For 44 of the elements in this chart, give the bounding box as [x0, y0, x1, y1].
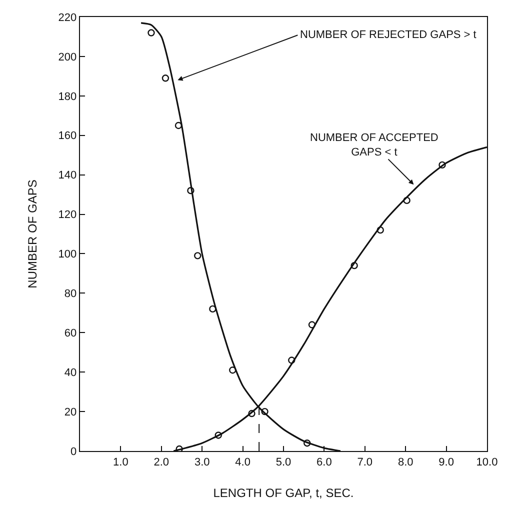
- point: [376, 226, 384, 234]
- x-tick-label: 8.0: [398, 456, 414, 468]
- annotation: NUMBER OF ACCEPTED GAPS < t: [310, 132, 438, 158]
- y-tick-label: 140: [58, 170, 77, 182]
- point: [162, 74, 170, 82]
- point: [174, 122, 182, 130]
- point: [304, 440, 311, 447]
- x-tick-label: 1.0: [113, 456, 128, 468]
- y-tick-label: 60: [64, 327, 77, 340]
- point: [209, 305, 216, 313]
- y-tick-label: 20: [64, 406, 77, 418]
- point: [248, 410, 256, 418]
- point: [288, 356, 296, 364]
- x-axis-title: LENGTH OF GAP, t, SEC.: [213, 486, 354, 500]
- point: [214, 432, 222, 439]
- x-tick-label: 4.0: [235, 456, 250, 468]
- x-tick-label: 3.0: [194, 456, 210, 468]
- point: [148, 29, 155, 36]
- x-tick-label: 2.0: [154, 456, 170, 468]
- y-axis-title: NUMBER OF GAPS: [26, 180, 40, 288]
- x-tick-label: 10.0: [476, 456, 498, 468]
- y-tick-label: 160: [58, 130, 77, 142]
- annotation: NUMBER OF REJECTED GAPS > t: [300, 29, 476, 41]
- y-tick-label: 100: [58, 248, 77, 261]
- point: [403, 196, 410, 204]
- y-tick-label: 120: [58, 209, 77, 222]
- y-tick-label: 0: [70, 446, 77, 458]
- y-tick-label: 40: [64, 366, 77, 379]
- point: [229, 366, 236, 374]
- point: [308, 321, 316, 328]
- point: [176, 445, 183, 451]
- point: [350, 262, 358, 270]
- y-tick-label: 200: [58, 51, 77, 64]
- x-tick-label: 7.0: [357, 456, 373, 468]
- point: [438, 161, 446, 169]
- y-tick-label: 220: [58, 12, 77, 24]
- x-tick-label: 6.0: [316, 456, 332, 468]
- point: [261, 408, 268, 416]
- point: [187, 187, 194, 194]
- y-tick-label: 180: [58, 90, 77, 103]
- point: [194, 252, 202, 260]
- x-tick-label: 5.0: [276, 456, 292, 468]
- x-tick-label: 9.0: [438, 456, 454, 468]
- y-tick-label: 80: [64, 288, 77, 300]
